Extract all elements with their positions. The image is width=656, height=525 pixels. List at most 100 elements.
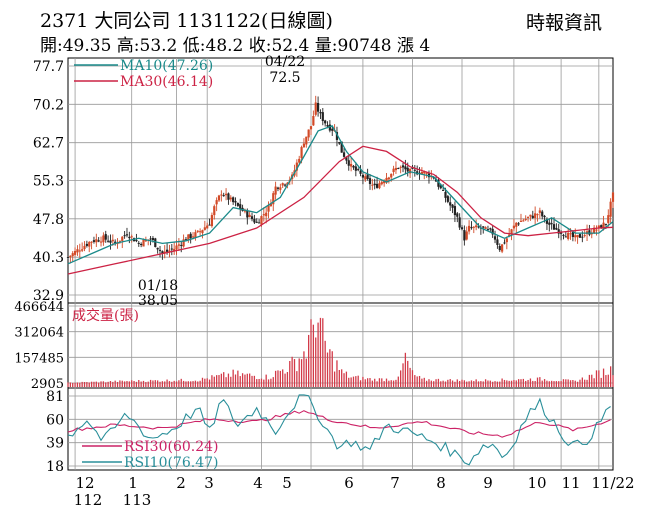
candle-body	[232, 197, 235, 203]
high-date-label: 04/22	[265, 54, 305, 70]
candle-body	[102, 235, 105, 243]
candle-body	[262, 214, 265, 216]
candle-body	[298, 158, 301, 163]
panel-frame-2	[67, 302, 614, 389]
candle-body	[187, 234, 190, 241]
rsi-legend-label: RSI10(76.47)	[124, 455, 218, 471]
candle-body	[125, 234, 129, 236]
candle-body	[602, 222, 605, 230]
candle-body	[472, 226, 475, 228]
candle-body	[425, 172, 428, 174]
candle-body	[380, 181, 383, 185]
candle-body	[458, 217, 461, 228]
candle-body	[545, 219, 549, 224]
candle-body	[324, 120, 327, 124]
candle-body	[498, 246, 501, 251]
candle-body	[444, 191, 447, 198]
candle-body	[590, 233, 593, 235]
candle-body	[392, 168, 395, 173]
price-tick-label: 62.7	[33, 136, 64, 152]
candle-body	[107, 240, 110, 242]
candle-body	[203, 227, 206, 230]
year-tick-label: 113	[123, 491, 152, 509]
candle-body	[128, 236, 131, 239]
source-label: 時報資訊	[526, 12, 603, 34]
volume-tick-label: 466644	[14, 300, 64, 315]
candle-body	[123, 235, 126, 237]
volume-tick-label: 312064	[14, 326, 64, 341]
candle-body	[524, 218, 527, 220]
candle-body	[387, 177, 390, 180]
candle-body	[541, 211, 544, 217]
price-tick-label: 77.7	[33, 59, 64, 75]
candle-body	[559, 231, 563, 234]
candle-body	[184, 239, 188, 241]
candle-body	[583, 235, 586, 237]
candle-body	[199, 231, 202, 233]
candle-body	[73, 250, 77, 255]
candle-body	[475, 225, 478, 228]
candle-body	[156, 247, 159, 250]
candle-body	[165, 249, 169, 252]
candle-body	[486, 229, 490, 231]
candle-body	[555, 227, 558, 230]
candle-body	[576, 235, 579, 238]
candle-body	[321, 112, 324, 122]
candle-body	[302, 143, 306, 148]
candle-body	[526, 216, 530, 218]
month-tick-label: 6	[344, 474, 354, 492]
candle-body	[83, 245, 86, 250]
candle-body	[274, 186, 277, 195]
candle-body	[548, 222, 551, 225]
candle-body	[220, 194, 223, 196]
candle-body	[182, 239, 185, 247]
candle-body	[581, 236, 584, 238]
candle-body	[508, 234, 511, 237]
candle-body	[378, 183, 381, 189]
candle-body	[347, 160, 350, 166]
candle-body	[519, 220, 523, 222]
candle-body	[489, 228, 492, 230]
candle-body	[92, 240, 96, 242]
candle-body	[66, 256, 70, 258]
candle-body	[482, 226, 485, 228]
candle-body	[397, 167, 400, 169]
candle-body	[359, 170, 362, 174]
month-tick-label: 11/22	[591, 474, 634, 492]
price-tick-label: 40.3	[33, 250, 64, 266]
candle-body	[515, 222, 518, 227]
candle-body	[611, 192, 615, 202]
month-tick-label: 8	[436, 474, 446, 492]
month-tick-label: 3	[204, 474, 214, 492]
candle-body	[208, 224, 211, 226]
candle-body	[206, 225, 209, 229]
volume-tick-label: 157485	[14, 351, 64, 366]
candle-body	[210, 215, 214, 227]
candle-body	[258, 222, 261, 224]
candle-body	[118, 240, 122, 242]
candle-body	[453, 206, 457, 216]
candle-body	[571, 231, 574, 238]
candle-body	[269, 203, 273, 207]
candle-body	[604, 223, 608, 225]
candle-body	[437, 179, 440, 187]
candle-body	[597, 225, 600, 229]
candle-body	[154, 238, 157, 247]
candle-body	[201, 230, 204, 234]
candle-body	[420, 171, 423, 174]
candle-body	[246, 210, 249, 218]
candle-body	[109, 240, 112, 243]
legend-label: MA10(47.26)	[120, 58, 213, 74]
month-tick-label: 4	[253, 474, 263, 492]
candle-body	[81, 249, 84, 251]
price-tick-label: 32.9	[33, 288, 64, 304]
month-tick-label: 10	[527, 474, 546, 492]
candle-body	[307, 129, 310, 138]
candle-body	[394, 167, 398, 171]
candle-body	[538, 210, 541, 213]
candle-body	[253, 218, 256, 223]
candle-body	[217, 195, 221, 201]
candle-body	[151, 237, 155, 240]
ma30-line	[67, 145, 614, 275]
legend-label: MA30(46.14)	[120, 74, 213, 90]
